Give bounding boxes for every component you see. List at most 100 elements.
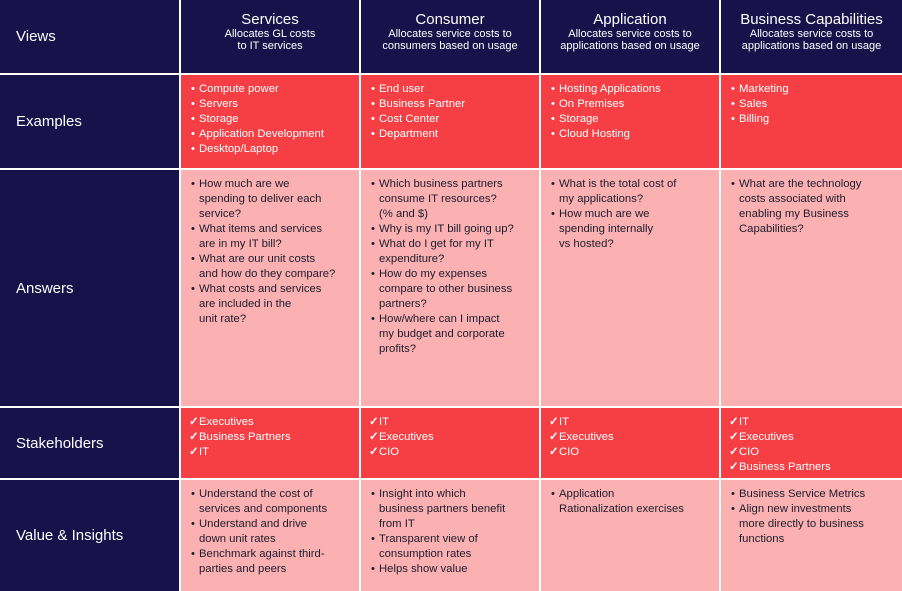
list-item-text: IT: [199, 446, 210, 458]
column-title: Business Capabilities: [740, 11, 883, 28]
list-item: spending internally: [559, 223, 654, 235]
examples-cell: Hosting ApplicationsOn PremisesStorageCl…: [541, 75, 719, 168]
list-item: vs hosted?: [559, 238, 614, 250]
list-item: from IT: [379, 518, 415, 530]
check-icon: ✓: [549, 446, 559, 458]
stakeholders-list: ✓ Executives ✓ Business Partners ✓ IT: [187, 415, 353, 460]
list-item: ✓ Business Partners: [727, 460, 896, 475]
row-label-examples: Examples: [0, 75, 179, 168]
list-item-text: Executives: [379, 431, 434, 443]
list-item: and how do they compare?: [199, 268, 336, 280]
list-item: functions: [739, 533, 785, 545]
list-item: consumption rates: [379, 548, 472, 560]
list-item: Business Partner: [367, 97, 533, 112]
list-item-text: Business Partners: [739, 461, 831, 473]
column-header-business-capabilities: Business Capabilities Allocates service …: [721, 0, 902, 73]
list-item: ✓ Executives: [367, 430, 533, 445]
column-subtitle-line-1: Allocates GL costs: [224, 28, 316, 40]
list-item-text: Business Partners: [199, 431, 291, 443]
list-item: Helps show value: [367, 562, 533, 577]
list-item-text: IT: [739, 416, 750, 428]
row-label-value: Value & Insights: [0, 480, 179, 591]
column-header-consumer: Consumer Allocates service costs to cons…: [361, 0, 539, 73]
list-item: are in my IT bill?: [199, 238, 282, 250]
stakeholders-cell: ✓ Executives ✓ Business Partners ✓ IT: [181, 408, 359, 478]
list-item: Business Service Metrics: [727, 487, 896, 502]
list-item: service?: [199, 208, 242, 220]
list-item: Compute power: [187, 82, 353, 97]
list-item: ✓ CIO: [547, 445, 713, 460]
column-subtitle-line-1: Allocates service costs to: [749, 28, 874, 40]
list-item: ✓ IT: [727, 415, 896, 430]
row-label-views-text: Views: [16, 28, 56, 45]
list-item: Desktop/Laptop: [187, 142, 353, 157]
list-item: ✓ Business Partners: [187, 430, 353, 445]
list-item: ✓ IT: [187, 445, 353, 460]
list-item: ✓ IT: [367, 415, 533, 430]
column-title: Consumer: [415, 11, 485, 28]
list-item: Hosting Applications: [547, 82, 713, 97]
list-item: What is the total cost of: [547, 177, 713, 192]
check-icon: ✓: [369, 416, 379, 428]
examples-cell: MarketingSalesBilling: [721, 75, 902, 168]
column-subtitle-line-2: applications based on usage: [560, 40, 700, 52]
list-item: costs associated with: [739, 193, 846, 205]
list-item: Align new investments: [727, 502, 896, 517]
list-item: ✓ Executives: [187, 415, 353, 430]
column-header-application: Application Allocates service costs to a…: [541, 0, 719, 73]
row-label-examples-text: Examples: [16, 113, 82, 130]
list-item: enabling my Business: [739, 208, 849, 220]
list-item-text: IT: [559, 416, 570, 428]
list-item: What items and services: [187, 222, 353, 237]
list-item: partners?: [379, 298, 427, 310]
check-icon: ✓: [189, 446, 199, 458]
list-item: compare to other business: [379, 283, 513, 295]
list-item-text: CIO: [559, 446, 580, 458]
list-item-text: Executives: [199, 416, 254, 428]
list-item: Department: [367, 127, 533, 142]
column-subtitle-line-2: to IT services: [237, 40, 303, 52]
stakeholders-list: ✓ IT ✓ Executives ✓ CIO ✓ Business Partners: [727, 415, 896, 475]
stakeholders-cell: ✓ IT ✓ Executives ✓ CIO ✓ Business Partners: [721, 408, 902, 478]
check-icon: ✓: [549, 431, 559, 443]
list-item-text: CIO: [379, 446, 400, 458]
column-title: Services: [241, 11, 299, 28]
examples-list: MarketingSalesBilling: [727, 82, 896, 127]
list-item: Cloud Hosting: [547, 127, 713, 142]
list-item: ✓ Executives: [547, 430, 713, 445]
check-icon: ✓: [549, 416, 559, 428]
list-item: parties and peers: [199, 563, 287, 575]
examples-cell: End userBusiness PartnerCost CenterDepar…: [361, 75, 539, 168]
list-item: Application: [547, 487, 713, 502]
value-cell: Business Service MetricsAlign new invest…: [721, 480, 902, 591]
list-item: my budget and corporate: [379, 328, 505, 340]
column-header-services: Services Allocates GL costs to IT servic…: [181, 0, 359, 73]
list-item: Marketing: [727, 82, 896, 97]
examples-list: End userBusiness PartnerCost CenterDepar…: [367, 82, 533, 142]
list-item: How much are we: [547, 207, 713, 222]
list-item: Why is my IT bill going up?: [367, 222, 533, 237]
column-subtitle-line-1: Allocates service costs to: [388, 28, 512, 40]
list-item: What do I get for my IT: [367, 237, 533, 252]
list-item: down unit rates: [199, 533, 276, 545]
examples-list: Hosting ApplicationsOn PremisesStorageCl…: [547, 82, 713, 142]
check-icon: ✓: [729, 446, 739, 458]
column-subtitle-line-1: Allocates service costs to: [568, 28, 692, 40]
examples-list: Compute powerServersStorageApplication D…: [187, 82, 353, 157]
column-subtitle-line-2: applications based on usage: [741, 40, 882, 52]
list-item: Rationalization exercises: [559, 503, 684, 515]
list-item: are included in the: [199, 298, 292, 310]
list-item: consume IT resources?: [379, 193, 497, 205]
